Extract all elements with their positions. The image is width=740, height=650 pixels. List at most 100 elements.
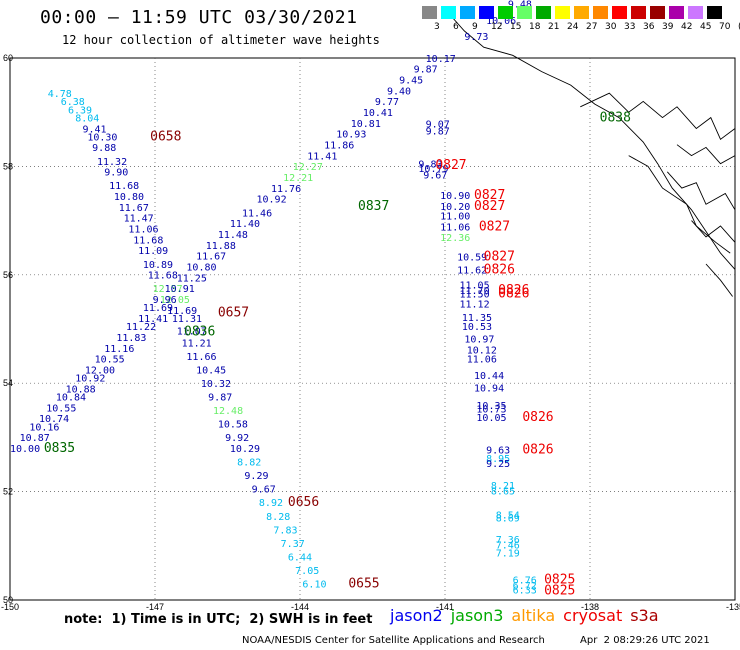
wave-height-label: 9.41: [83, 124, 107, 135]
wave-height-label: 7.37: [281, 539, 305, 550]
wave-height-label: 11.68: [148, 271, 178, 282]
legend-jason3: jason3: [450, 606, 504, 625]
wave-height-label: 11.70: [460, 286, 490, 297]
wave-height-label: 10.35: [476, 401, 506, 412]
lon-tick-label: -147: [146, 602, 164, 612]
wave-height-label: 9.67: [423, 170, 447, 181]
pass-time-label: 0827: [484, 250, 515, 265]
scale-swatch: [612, 6, 627, 19]
wave-height-label: 10.16: [29, 422, 59, 433]
wave-height-label: 10.55: [46, 403, 76, 414]
wave-height-label: 8.54: [496, 511, 520, 522]
scale-swatch: [536, 6, 551, 19]
scale-label: 6: [453, 22, 459, 32]
wave-height-label: 11.62: [457, 266, 487, 277]
scale-swatch: [555, 6, 570, 19]
wave-height-label: 11.69: [167, 306, 197, 317]
wave-height-label: 10.20: [440, 202, 470, 213]
scale-swatch: [593, 6, 608, 19]
coastline: [442, 6, 736, 297]
wave-height-label: 10.30: [87, 132, 117, 143]
wave-height-label: 11.09: [138, 246, 168, 257]
wave-height-label: 9.88: [92, 143, 116, 154]
wave-height-label: 8.28: [266, 512, 290, 523]
wave-height-label: 9.67: [252, 485, 276, 496]
wave-height-label: 11.35: [462, 313, 492, 324]
wave-height-label: 10.89: [143, 260, 173, 271]
wave-height-label: 9.29: [244, 471, 268, 482]
wave-height-label: 4.78: [48, 89, 72, 100]
pass-time-label: 0825: [544, 584, 575, 599]
wave-height-label: 8.95: [486, 454, 510, 465]
wave-height-label: 12.05: [160, 295, 190, 306]
wave-height-label: 11.47: [124, 214, 154, 225]
wave-height-label: 10.91: [165, 284, 195, 295]
scale-label: 33: [624, 22, 636, 32]
legend-jason2: jason2: [390, 606, 443, 625]
wave-height-label: 10.00: [10, 444, 40, 455]
wave-height-label: 11.41: [307, 151, 337, 162]
wave-height-label: 9.73: [464, 32, 488, 43]
map-title: 00:00 – 11:59 UTC 03/30/2021: [40, 7, 358, 28]
scale-swatch: [479, 6, 494, 19]
wave-height-label: 10.32: [201, 379, 231, 390]
scale-swatch: [422, 6, 437, 19]
wave-height-label: 9.92: [225, 433, 249, 444]
legend-altika: altika: [511, 606, 556, 625]
wave-height-label: 11.22: [126, 322, 156, 333]
wave-height-label: 10.29: [230, 444, 260, 455]
wave-height-label: 10.87: [20, 433, 50, 444]
wave-height-label: 8.21: [491, 481, 515, 492]
pass-time-label: 0657: [218, 306, 249, 321]
wave-height-label: 6.10: [302, 580, 326, 591]
wave-height-label: 11.32: [97, 157, 127, 168]
scale-swatch: [650, 6, 665, 19]
wave-height-label: 11.50: [460, 290, 490, 301]
wave-height-label: 11.06: [467, 355, 497, 366]
scale-label: 15: [510, 22, 522, 32]
pass-time-label: 0826: [498, 283, 529, 298]
wave-height-label: 12.57: [153, 284, 183, 295]
wave-height-label: 10.44: [474, 371, 504, 382]
wave-height-label: 11.40: [230, 219, 260, 230]
scale-label: 3: [434, 22, 440, 32]
lat-tick-label: 52: [3, 487, 13, 497]
wave-height-label: 11.06: [440, 222, 470, 233]
satellite-legend: jason2 jason3 altika cryosat s3a: [390, 606, 667, 625]
lat-tick-label: 56: [3, 270, 13, 280]
wave-height-label: 11.07: [177, 326, 207, 337]
wave-height-label: 10.55: [95, 355, 125, 366]
wave-height-label: 11.46: [242, 208, 272, 219]
scale-swatch: [517, 6, 532, 19]
pass-time-label: 0827: [474, 199, 505, 214]
scale-label: 45: [700, 22, 712, 32]
wave-height-label: 10.80: [114, 192, 144, 203]
wave-height-label: 11.88: [206, 241, 236, 252]
wave-height-label: 11.66: [186, 352, 216, 363]
scale-label: 24: [567, 22, 579, 32]
pass-time-label: 0826: [484, 263, 515, 278]
wave-height-label: 10.93: [336, 130, 366, 141]
wave-height-label: 10.06: [486, 16, 516, 27]
wave-height-label: 8.65: [491, 486, 515, 497]
wave-height-label: 6.38: [61, 97, 85, 108]
scale-swatch: [441, 6, 456, 19]
pass-time-label: 0835: [44, 441, 75, 456]
wave-height-label: 11.25: [177, 273, 207, 284]
wave-height-label: 6.72: [513, 581, 537, 592]
wave-height-label: 10.92: [75, 374, 105, 385]
wave-height-label: 11.86: [324, 141, 354, 152]
wave-height-label: 9.07: [426, 119, 450, 130]
wave-height-label: 8.92: [259, 498, 283, 509]
wave-height-label: 11.68: [109, 181, 139, 192]
wave-height-label: 11.31: [172, 314, 202, 325]
graticule: [10, 58, 735, 600]
wave-height-label: 11.69: [143, 303, 173, 314]
legend-cryosat: cryosat: [563, 606, 623, 625]
wave-height-label: 9.48: [508, 0, 532, 11]
pass-time-label: 0836: [184, 325, 215, 340]
wave-height-label: 11.48: [218, 230, 248, 241]
wave-height-label: 10.92: [257, 195, 287, 206]
scale-label: 12: [491, 22, 503, 32]
